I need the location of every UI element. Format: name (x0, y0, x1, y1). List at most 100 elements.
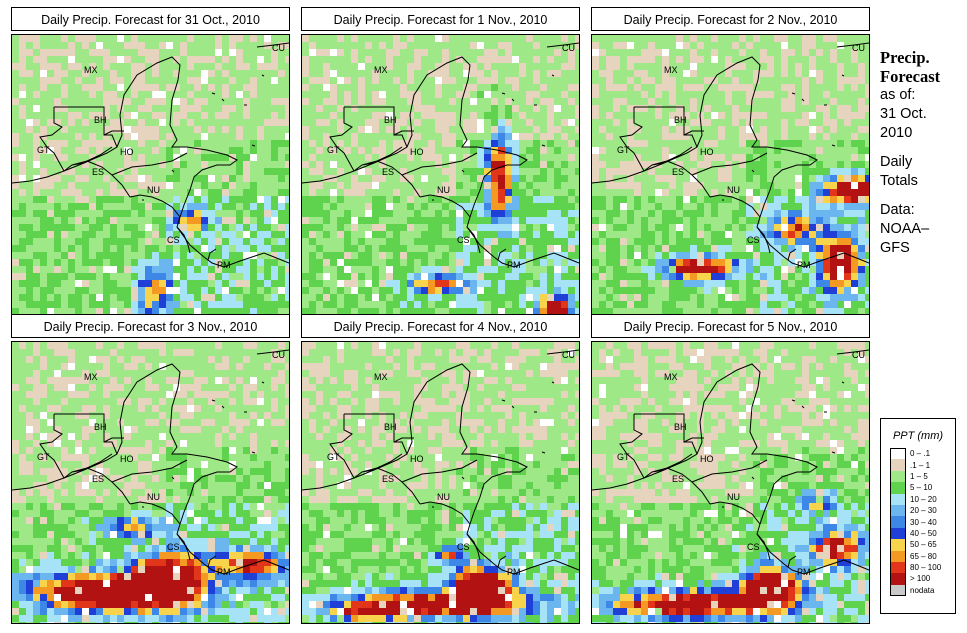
precip-cell (739, 84, 746, 91)
precip-cell (82, 203, 89, 210)
precip-cell (96, 42, 103, 49)
precip-cell (194, 91, 201, 98)
precip-cell (187, 133, 194, 140)
precip-cell (491, 154, 498, 161)
precip-cell (519, 42, 526, 49)
precip-cell (271, 308, 278, 315)
precip-cell (599, 210, 606, 217)
precip-cell (554, 259, 561, 266)
precip-cell (222, 245, 229, 252)
precip-cell (512, 70, 519, 77)
precip-cell (547, 294, 554, 301)
precip-cell (809, 70, 816, 77)
precip-cell (386, 287, 393, 294)
precip-cell (634, 280, 641, 287)
precip-cell (344, 119, 351, 126)
precip-cell (110, 168, 117, 175)
precip-cell (47, 77, 54, 84)
precip-cell (442, 56, 449, 63)
precip-cell (477, 168, 484, 175)
precip-cell (379, 252, 386, 259)
precip-cell (753, 77, 760, 84)
precip-cell (173, 84, 180, 91)
precip-cell (40, 147, 47, 154)
precip-cell (561, 280, 568, 287)
precip-cell (725, 42, 732, 49)
precip-cell (222, 126, 229, 133)
precip-cell (505, 175, 512, 182)
precip-cell (26, 42, 33, 49)
precip-cell (264, 259, 271, 266)
precip-cell (470, 273, 477, 280)
precip-cell (816, 77, 823, 84)
precip-cell (795, 273, 802, 280)
precip-cell (152, 238, 159, 245)
precip-cell (725, 294, 732, 301)
precip-cell (103, 105, 110, 112)
precip-cell (180, 105, 187, 112)
precip-cell (26, 161, 33, 168)
precip-cell (330, 182, 337, 189)
precip-cell (117, 356, 124, 363)
precip-cell (229, 105, 236, 112)
precip-cell (243, 245, 250, 252)
precip-cell (12, 119, 19, 126)
precip-cell (732, 231, 739, 238)
precip-cell (302, 77, 309, 84)
precip-cell (865, 203, 869, 210)
precip-cell (851, 203, 858, 210)
precip-cell (337, 168, 344, 175)
precip-cell (393, 154, 400, 161)
precip-cell (131, 42, 138, 49)
precip-cell (138, 287, 145, 294)
precip-cell (271, 91, 278, 98)
precip-cell (613, 161, 620, 168)
precip-cell (540, 133, 547, 140)
precip-grid (592, 35, 869, 315)
precip-cell (498, 224, 505, 231)
precip-cell (568, 42, 575, 49)
precip-cell (767, 266, 774, 273)
precip-cell (732, 105, 739, 112)
precip-cell (351, 70, 358, 77)
precip-cell (606, 252, 613, 259)
precip-cell (830, 147, 837, 154)
precip-cell (215, 231, 222, 238)
precip-cell (718, 189, 725, 196)
precip-cell (386, 273, 393, 280)
precip-cell (194, 182, 201, 189)
precip-cell (110, 266, 117, 273)
precip-cell (285, 35, 289, 42)
precip-cell (442, 105, 449, 112)
precip-cell (648, 196, 655, 203)
precip-cell (449, 49, 456, 56)
precip-cell (725, 112, 732, 119)
precip-cell (138, 84, 145, 91)
precip-cell (365, 203, 372, 210)
precip-cell (250, 224, 257, 231)
precip-cell (131, 349, 138, 356)
precip-cell (512, 231, 519, 238)
region-label: HO (120, 147, 134, 157)
precip-cell (830, 91, 837, 98)
precip-cell (655, 35, 662, 42)
precip-cell (215, 168, 222, 175)
precip-cell (316, 196, 323, 203)
precip-cell (739, 182, 746, 189)
precip-cell (271, 70, 278, 77)
precip-cell (823, 294, 830, 301)
precip-cell (697, 280, 704, 287)
precip-cell (351, 154, 358, 161)
precip-cell (823, 56, 830, 63)
precip-cell (711, 259, 718, 266)
precip-cell (152, 133, 159, 140)
precip-cell (124, 287, 131, 294)
precip-cell (634, 42, 641, 49)
precip-cell (526, 301, 533, 308)
precip-cell (648, 56, 655, 63)
precip-cell (711, 287, 718, 294)
precip-cell (208, 252, 215, 259)
precip-cell (823, 273, 830, 280)
precip-cell (302, 189, 309, 196)
precip-cell (61, 119, 68, 126)
